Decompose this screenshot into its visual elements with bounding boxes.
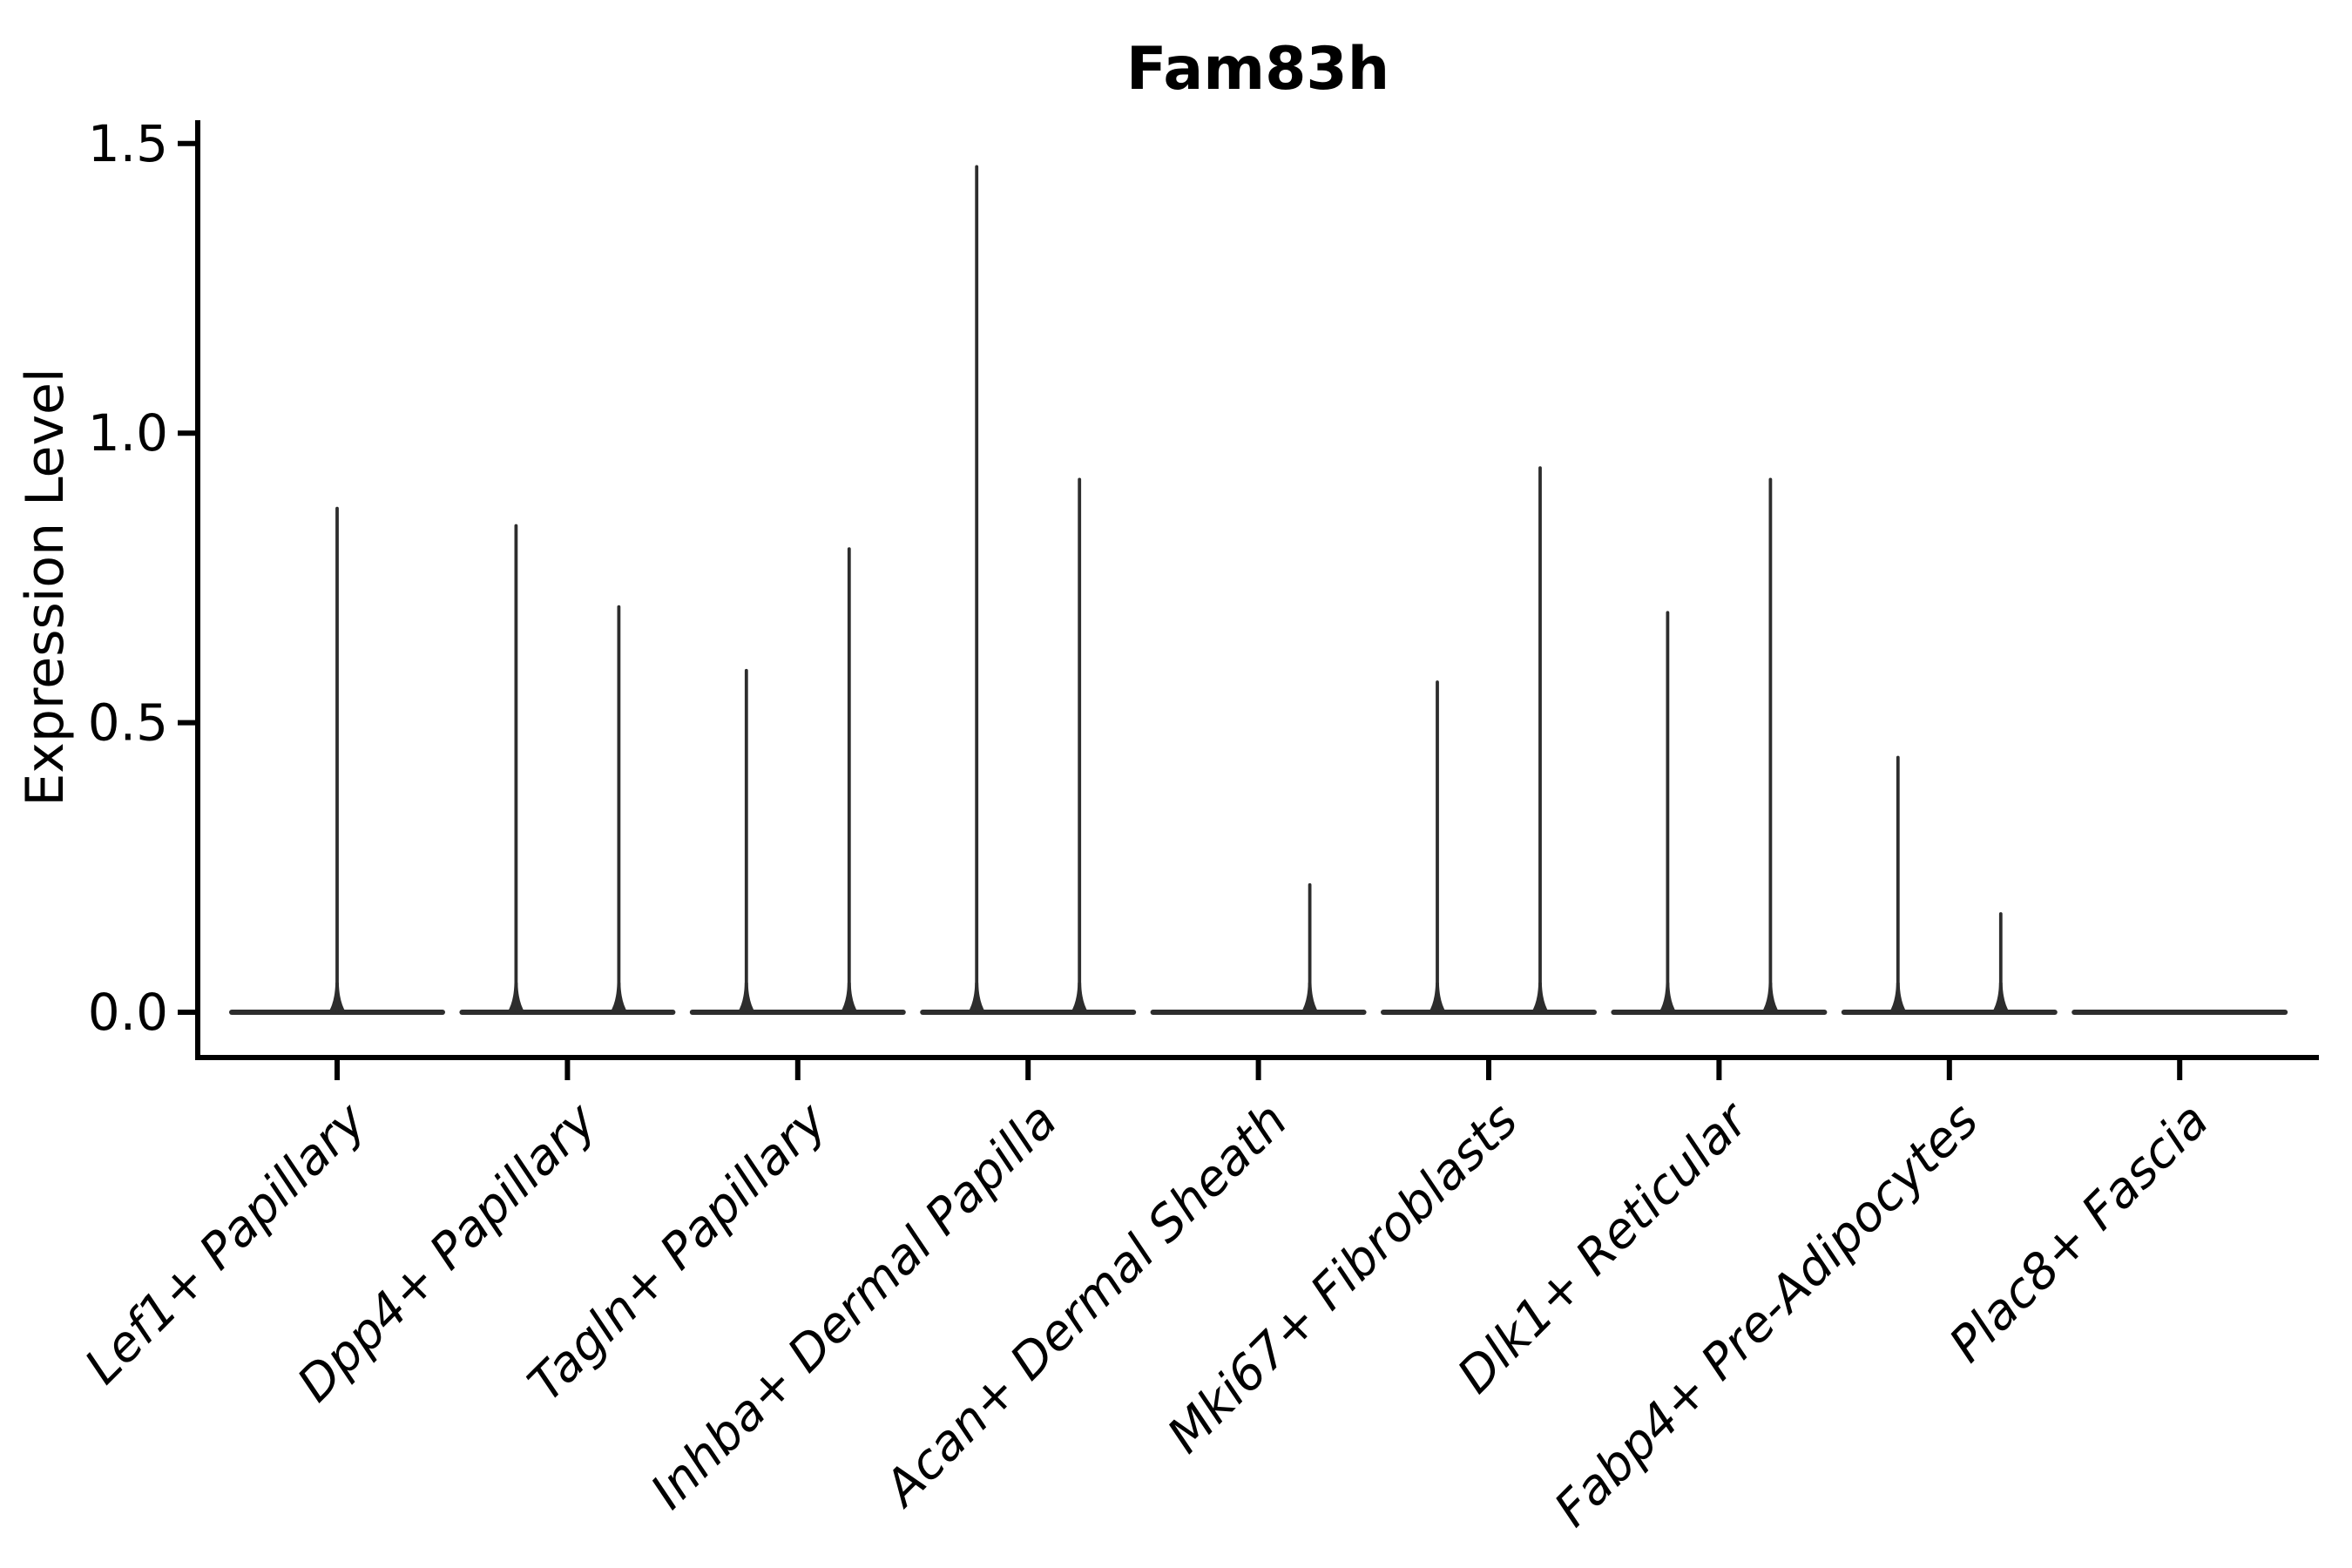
violin <box>920 165 1137 1015</box>
violin-layer <box>229 165 2288 1015</box>
y-tick-label: 1.5 <box>88 114 168 173</box>
violin <box>1841 755 2058 1015</box>
y-tick-label: 1.0 <box>88 403 168 463</box>
violin <box>1150 882 1367 1015</box>
x-category-label: Fabp4+ Pre-Adipocytes <box>1544 1092 1989 1538</box>
violin <box>1381 466 1597 1015</box>
plot-title: Fam83h <box>1126 35 1389 104</box>
violin <box>689 547 906 1015</box>
y-axis-label: Expression Level <box>15 368 76 806</box>
violin <box>229 506 445 1015</box>
violin <box>1611 477 1828 1015</box>
violin <box>459 524 676 1015</box>
x-category-label: Acan+ Dermal Sheath <box>872 1092 1298 1518</box>
y-tick-label: 0.5 <box>88 693 168 753</box>
y-tick-label: 0.0 <box>88 983 168 1042</box>
x-category-label: Inhba+ Dermal Papilla <box>640 1092 1068 1520</box>
